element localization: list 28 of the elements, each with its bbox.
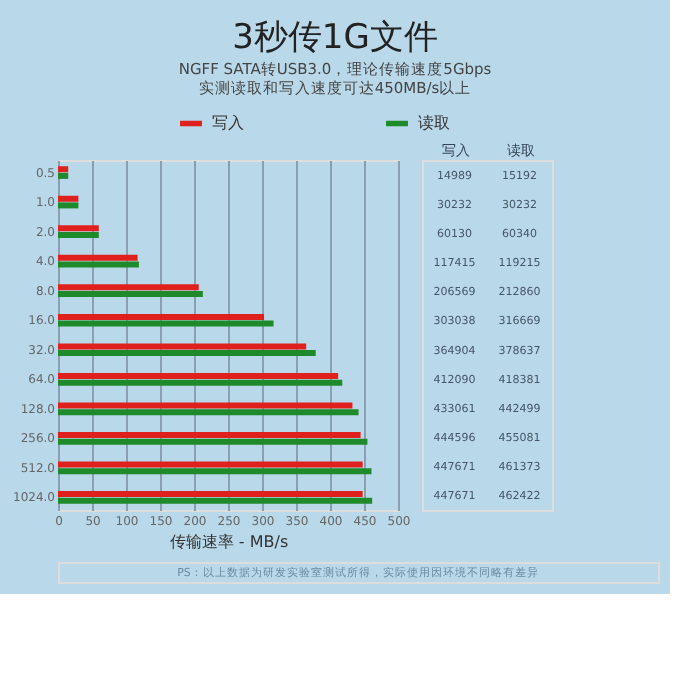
x-axis-title: 传输速率 - MB/s xyxy=(169,533,289,551)
bar xyxy=(58,202,79,209)
bar xyxy=(58,195,79,202)
bar xyxy=(58,491,363,498)
bar xyxy=(58,468,372,475)
bar xyxy=(58,497,373,504)
bar xyxy=(58,372,339,379)
bar xyxy=(58,432,361,439)
bar xyxy=(58,343,307,350)
bar xyxy=(58,350,316,357)
bar xyxy=(58,409,359,416)
bar xyxy=(58,172,69,179)
bar xyxy=(58,231,99,238)
legend-label: 写入 xyxy=(212,113,244,132)
bar xyxy=(58,261,139,268)
chart-title: 3秒传1G文件 xyxy=(232,18,438,58)
bar xyxy=(58,402,353,409)
bar xyxy=(58,225,99,232)
bar xyxy=(58,438,368,445)
legend-label: 读取 xyxy=(418,113,450,132)
bar xyxy=(58,166,69,173)
bar xyxy=(58,254,138,261)
bar xyxy=(58,379,343,386)
bar xyxy=(58,461,363,468)
bar xyxy=(58,313,265,320)
bar xyxy=(58,284,199,291)
bar xyxy=(58,291,203,298)
bar xyxy=(58,320,274,327)
